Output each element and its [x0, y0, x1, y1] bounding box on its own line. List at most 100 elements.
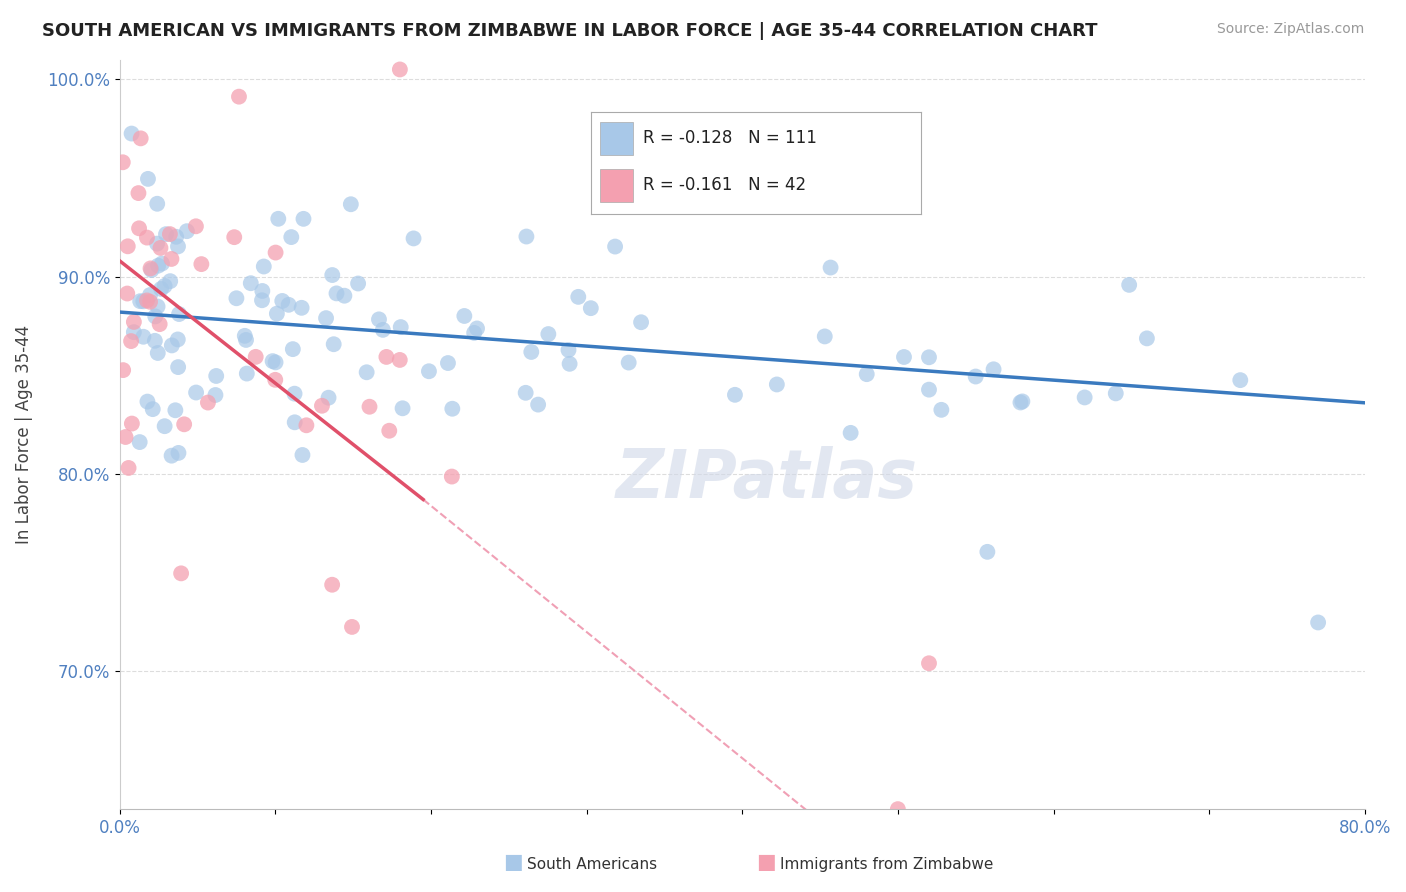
- Point: [167, 360, 190, 375]
- Point: [165, 403, 187, 417]
- Point: [143, 334, 166, 348]
- Point: [271, 293, 294, 308]
- Point: [557, 343, 579, 357]
- Point: [146, 300, 169, 314]
- Point: [132, 294, 155, 309]
- Point: [284, 415, 307, 429]
- Text: R = -0.161   N = 42: R = -0.161 N = 42: [644, 177, 807, 194]
- Point: [391, 401, 413, 416]
- Bar: [600, 122, 634, 154]
- Point: [266, 307, 288, 321]
- Point: [146, 259, 169, 273]
- Point: [173, 417, 195, 432]
- Point: [117, 461, 139, 475]
- Point: [149, 241, 172, 255]
- Point: [190, 257, 212, 271]
- Text: Source: ZipAtlas.com: Source: ZipAtlas.com: [1216, 22, 1364, 37]
- Point: [120, 334, 142, 348]
- Point: [440, 469, 463, 483]
- Point: [295, 418, 318, 433]
- Point: [277, 298, 299, 312]
- Point: [389, 320, 412, 334]
- Point: [388, 62, 411, 77]
- Text: ■: ■: [756, 853, 776, 872]
- Point: [918, 657, 941, 671]
- Point: [167, 446, 190, 460]
- Point: [170, 566, 193, 581]
- Point: [129, 131, 152, 145]
- Point: [235, 333, 257, 347]
- Point: [617, 355, 640, 369]
- Point: [441, 401, 464, 416]
- Point: [453, 309, 475, 323]
- Point: [253, 260, 276, 274]
- Point: [368, 312, 391, 326]
- Point: [465, 321, 488, 335]
- Point: [558, 357, 581, 371]
- Point: [931, 402, 953, 417]
- Point: [1073, 391, 1095, 405]
- Text: SOUTH AMERICAN VS IMMIGRANTS FROM ZIMBABWE IN LABOR FORCE | AGE 35-44 CORRELATIO: SOUTH AMERICAN VS IMMIGRANTS FROM ZIMBAB…: [42, 22, 1098, 40]
- Point: [356, 365, 378, 379]
- Point: [128, 221, 150, 235]
- Point: [527, 398, 550, 412]
- Point: [291, 448, 314, 462]
- Point: [1306, 615, 1329, 630]
- Point: [139, 288, 162, 302]
- Point: [437, 356, 460, 370]
- Point: [318, 391, 340, 405]
- Point: [418, 364, 440, 378]
- Point: [918, 383, 941, 397]
- Point: [176, 224, 198, 238]
- Point: [321, 268, 343, 282]
- Point: [340, 197, 363, 211]
- Point: [228, 89, 250, 103]
- Point: [402, 231, 425, 245]
- Point: [165, 229, 187, 244]
- Point: [359, 400, 381, 414]
- Point: [132, 330, 155, 344]
- Point: [146, 346, 169, 360]
- Point: [136, 394, 159, 409]
- Point: [167, 239, 190, 253]
- Point: [281, 342, 304, 356]
- Point: [146, 196, 169, 211]
- Point: [121, 127, 143, 141]
- Point: [1229, 373, 1251, 387]
- Point: [139, 294, 162, 309]
- Point: [136, 172, 159, 186]
- Point: [262, 354, 284, 368]
- Point: [205, 368, 228, 383]
- Point: [146, 236, 169, 251]
- Point: [347, 277, 370, 291]
- Point: [141, 263, 163, 277]
- Y-axis label: In Labor Force | Age 35-44: In Labor Force | Age 35-44: [15, 325, 32, 544]
- Point: [333, 289, 356, 303]
- Point: [855, 367, 877, 381]
- Point: [766, 377, 789, 392]
- Point: [291, 301, 314, 315]
- Point: [292, 211, 315, 226]
- Point: [160, 252, 183, 266]
- Point: [167, 307, 190, 321]
- Point: [139, 261, 162, 276]
- Point: [160, 338, 183, 352]
- Point: [340, 620, 363, 634]
- Bar: [600, 169, 634, 202]
- Point: [463, 326, 485, 340]
- Point: [630, 315, 652, 329]
- Point: [311, 399, 333, 413]
- Point: [264, 373, 287, 387]
- Point: [724, 388, 747, 402]
- Point: [184, 219, 207, 234]
- Point: [1010, 395, 1032, 409]
- Point: [965, 369, 987, 384]
- Point: [114, 430, 136, 444]
- Text: South Americans: South Americans: [527, 857, 658, 872]
- Point: [567, 290, 589, 304]
- Point: [371, 323, 394, 337]
- Point: [388, 353, 411, 368]
- Point: [225, 291, 247, 305]
- Point: [603, 239, 626, 253]
- Text: Immigrants from Zimbabwe: Immigrants from Zimbabwe: [780, 857, 994, 872]
